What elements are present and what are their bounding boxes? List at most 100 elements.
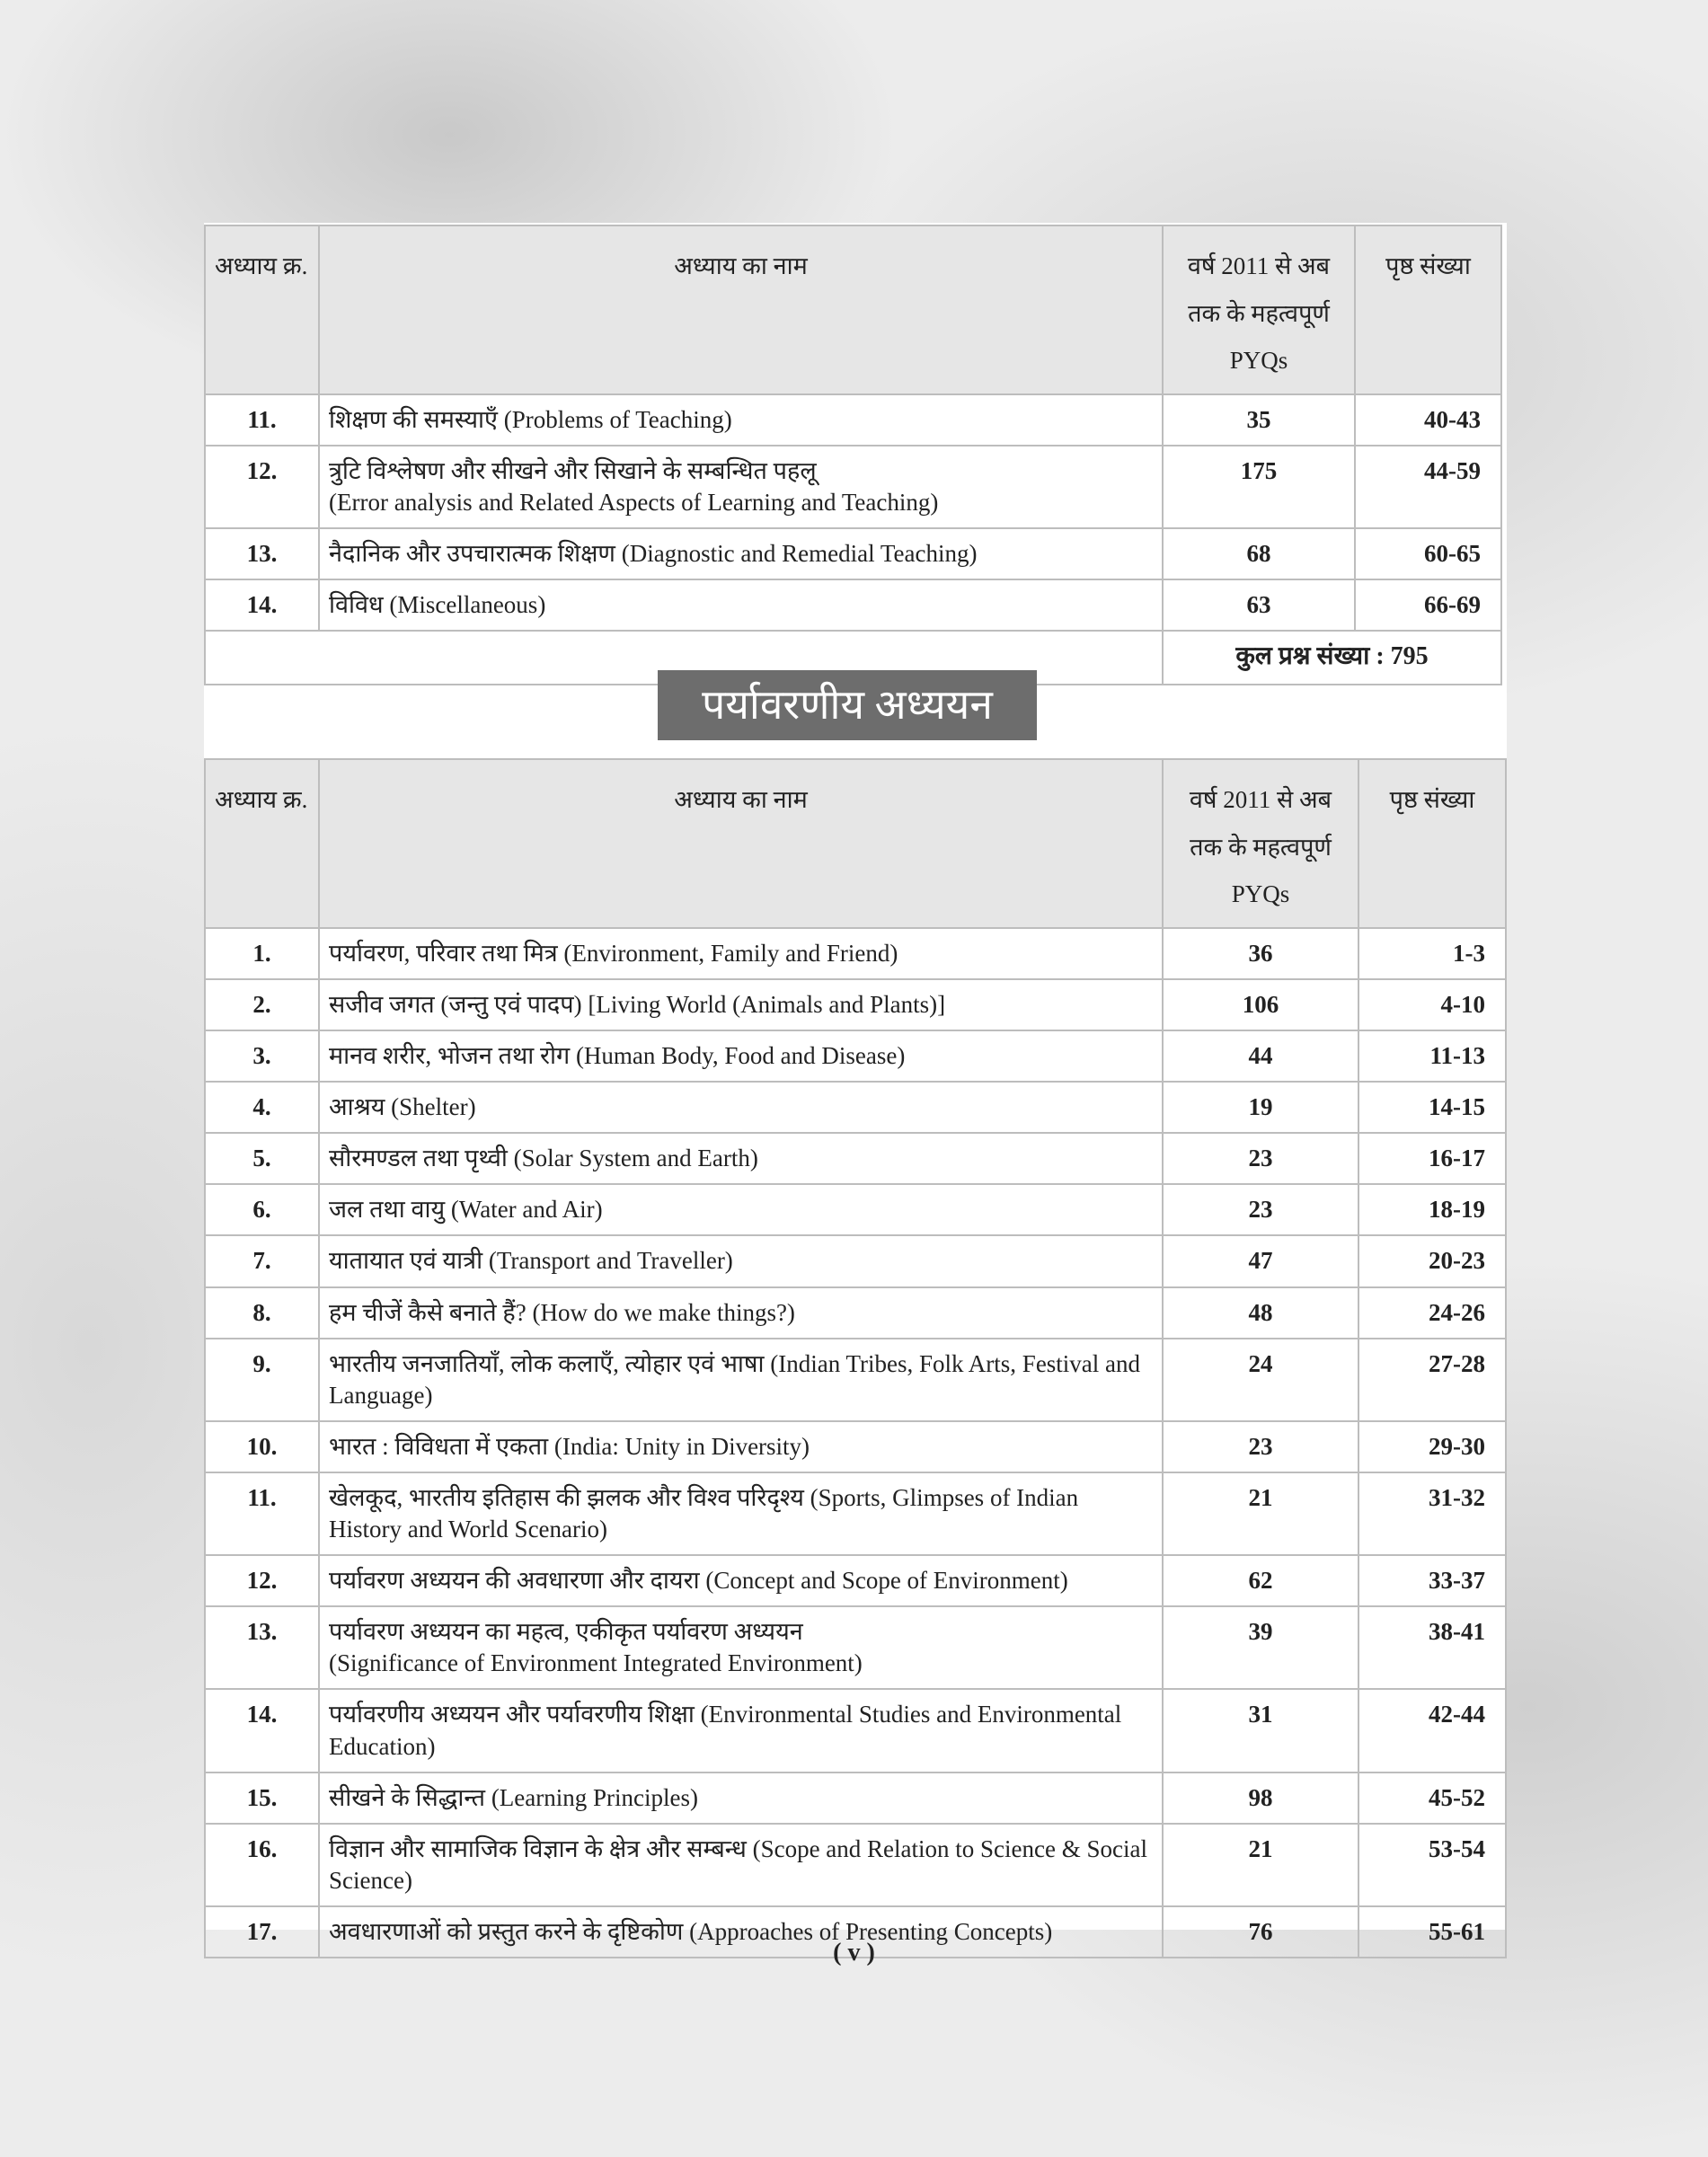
chapter-table-2: अध्याय क्र. अध्याय का नाम वर्ष 2011 से अ… xyxy=(204,758,1507,1958)
pyq-count: 39 xyxy=(1162,1605,1359,1691)
chapter-number: 5. xyxy=(204,1132,320,1186)
pyq-count: 44 xyxy=(1162,1030,1359,1083)
col-name-header: अध्याय का नाम xyxy=(318,225,1164,395)
page-range: 44-59 xyxy=(1354,445,1502,530)
chapter-name-cell: भारतीय जनजातियाँ, लोक कलाएँ, त्योहार एवं… xyxy=(318,1337,1164,1422)
chapter-name-english: (Significance of Environment Integrated … xyxy=(329,1649,863,1677)
chapter-name: शिक्षण की समस्याएँ (Problems of Teaching… xyxy=(329,405,732,433)
chapter-number: 12. xyxy=(204,445,320,530)
page-range: 38-41 xyxy=(1358,1605,1507,1691)
table-row: 13. नैदानिक और उपचारात्मक शिक्षण (Diagnos… xyxy=(204,527,1502,581)
chapter-name: भारत : विविधता में एकता (India: Unity in… xyxy=(329,1432,810,1460)
col-pyq-header: वर्ष 2011 से अब तक के महत्वपूर्ण PYQs xyxy=(1162,758,1359,929)
table-row: 1. पर्यावरण, परिवार तथा मित्र (Environmen… xyxy=(204,926,1507,981)
chapter-table-1: अध्याय क्र. अध्याय का नाम वर्ष 2011 से अ… xyxy=(204,225,1502,686)
table-header: अध्याय क्र. अध्याय का नाम वर्ष 2011 से अ… xyxy=(204,758,1507,929)
chapter-name: मानव शरीर, भोजन तथा रोग (Human Body, Foo… xyxy=(329,1042,906,1070)
chapter-name: सजीव जगत (जन्तु एवं पादप) [Living World … xyxy=(329,991,946,1019)
chapter-name-cell: पर्यावरण अध्ययन का महत्व, एकीकृत पर्यावर… xyxy=(318,1605,1164,1691)
chapter-name-cell: पर्यावरण, परिवार तथा मित्र (Environment,… xyxy=(318,926,1164,981)
chapter-name-cell: आश्रय (Shelter) xyxy=(318,1081,1164,1135)
page-range: 42-44 xyxy=(1358,1688,1507,1773)
chapter-name-cell: सौरमण्डल तथा पृथ्वी (Solar System and Ea… xyxy=(318,1132,1164,1186)
chapter-name: पर्यावरण अध्ययन की अवधारणा और दायरा (Con… xyxy=(329,1567,1068,1595)
chapter-name-cell: नैदानिक और उपचारात्मक शिक्षण (Diagnostic… xyxy=(318,527,1164,581)
chapter-name: सीखने के सिद्धान्त (Learning Principles) xyxy=(329,1783,698,1811)
pyq-count: 48 xyxy=(1162,1286,1359,1339)
chapter-name: नैदानिक और उपचारात्मक शिक्षण (Diagnostic… xyxy=(329,540,978,568)
chapter-number: 11. xyxy=(204,1471,320,1557)
chapter-name: पर्यावरणीय अध्ययन और पर्यावरणीय शिक्षा (… xyxy=(329,1701,1122,1760)
chapter-number: 8. xyxy=(204,1286,320,1339)
pyq-count: 76 xyxy=(1162,1905,1359,1958)
table-row: 12. पर्यावरण अध्ययन की अवधारणा और दायरा (… xyxy=(204,1554,1507,1608)
table-header: अध्याय क्र. अध्याय का नाम वर्ष 2011 से अ… xyxy=(204,225,1502,395)
page-range: 11-13 xyxy=(1358,1030,1507,1083)
pyq-count: 175 xyxy=(1162,445,1356,530)
table-row: 11. खेलकूद, भारतीय इतिहास की झलक और विश्व… xyxy=(204,1471,1507,1557)
table-row: 12. त्रुटि विश्लेषण और सीखने और सिखाने के… xyxy=(204,445,1502,530)
table-row: 14. पर्यावरणीय अध्ययन और पर्यावरणीय शिक्ष… xyxy=(204,1688,1507,1773)
chapter-name-cell: अवधारणाओं को प्रस्तुत करने के दृष्टिकोण … xyxy=(318,1905,1164,1958)
pyq-count: 63 xyxy=(1162,579,1356,632)
page-range: 29-30 xyxy=(1358,1419,1507,1473)
chapter-name-cell: सजीव जगत (जन्तु एवं पादप) [Living World … xyxy=(318,978,1164,1032)
page-range: 18-19 xyxy=(1358,1183,1507,1237)
table-row: 14. विविध (Miscellaneous) 63 66-69 xyxy=(204,579,1502,632)
page-range: 24-26 xyxy=(1358,1286,1507,1339)
page-range: 16-17 xyxy=(1358,1132,1507,1186)
chapter-name: त्रुटि विश्लेषण और सीखने और सिखाने के सम… xyxy=(329,457,817,485)
chapter-name: भारतीय जनजातियाँ, लोक कलाएँ, त्योहार एवं… xyxy=(329,1349,1141,1409)
pyq-count: 31 xyxy=(1162,1688,1359,1773)
chapter-name: अवधारणाओं को प्रस्तुत करने के दृष्टिकोण … xyxy=(329,1917,1053,1945)
chapter-name-cell: पर्यावरण अध्ययन की अवधारणा और दायरा (Con… xyxy=(318,1554,1164,1608)
table-row: 6. जल तथा वायु (Water and Air) 23 18-19 xyxy=(204,1183,1507,1237)
chapter-name: जल तथा वायु (Water and Air) xyxy=(329,1196,603,1224)
chapter-number: 10. xyxy=(204,1419,320,1473)
chapter-name: सौरमण्डल तथा पृथ्वी (Solar System and Ea… xyxy=(329,1145,758,1172)
table-row: 7. यातायात एवं यात्री (Transport and Trav… xyxy=(204,1234,1507,1288)
col-name-header: अध्याय का नाम xyxy=(318,758,1164,929)
page-range: 4-10 xyxy=(1358,978,1507,1032)
table-row: 10. भारत : विविधता में एकता (India: Unity… xyxy=(204,1419,1507,1473)
col-no-header: अध्याय क्र. xyxy=(204,758,320,929)
page-range: 45-52 xyxy=(1358,1771,1507,1825)
chapter-name-cell: त्रुटि विश्लेषण और सीखने और सिखाने के सम… xyxy=(318,445,1164,530)
col-pyq-header: वर्ष 2011 से अब तक के महत्वपूर्ण PYQs xyxy=(1162,225,1356,395)
pyq-count: 23 xyxy=(1162,1132,1359,1186)
chapter-number: 14. xyxy=(204,579,320,632)
table-row: 4. आश्रय (Shelter) 19 14-15 xyxy=(204,1081,1507,1135)
chapter-name-cell: शिक्षण की समस्याएँ (Problems of Teaching… xyxy=(318,393,1164,447)
table-row: 8. हम चीजें कैसे बनाते हैं? (How do we ma… xyxy=(204,1286,1507,1339)
col-no-header: अध्याय क्र. xyxy=(204,225,320,395)
table-row: 17. अवधारणाओं को प्रस्तुत करने के दृष्टिक… xyxy=(204,1905,1507,1958)
pyq-count: 106 xyxy=(1162,978,1359,1032)
page-range: 14-15 xyxy=(1358,1081,1507,1135)
page-range: 27-28 xyxy=(1358,1337,1507,1422)
pyq-count: 98 xyxy=(1162,1771,1359,1825)
chapter-name: यातायात एवं यात्री (Transport and Travel… xyxy=(329,1247,733,1275)
chapter-number: 11. xyxy=(204,393,320,447)
chapter-name-cell: विविध (Miscellaneous) xyxy=(318,579,1164,632)
chapter-name-english: (Error analysis and Related Aspects of L… xyxy=(329,489,939,517)
page-range: 31-32 xyxy=(1358,1471,1507,1557)
chapter-name: विविध (Miscellaneous) xyxy=(329,591,546,619)
chapter-name-cell: यातायात एवं यात्री (Transport and Travel… xyxy=(318,1234,1164,1288)
chapter-number: 1. xyxy=(204,926,320,981)
chapter-number: 13. xyxy=(204,527,320,581)
chapter-name-cell: जल तथा वायु (Water and Air) xyxy=(318,1183,1164,1237)
page-range: 66-69 xyxy=(1354,579,1502,632)
page-range: 20-23 xyxy=(1358,1234,1507,1288)
chapter-number: 17. xyxy=(204,1905,320,1958)
chapter-name-cell: खेलकूद, भारतीय इतिहास की झलक और विश्व पर… xyxy=(318,1471,1164,1557)
chapter-name: खेलकूद, भारतीय इतिहास की झलक और विश्व पर… xyxy=(329,1483,1079,1543)
page-range: 1-3 xyxy=(1358,926,1507,981)
chapter-number: 4. xyxy=(204,1081,320,1135)
table-row: 16. विज्ञान और सामाजिक विज्ञान के क्षेत्र… xyxy=(204,1822,1507,1907)
chapter-name: आश्रय (Shelter) xyxy=(329,1093,476,1121)
pyq-count: 19 xyxy=(1162,1081,1359,1135)
chapter-number: 7. xyxy=(204,1234,320,1288)
section-title: पर्यावरणीय अध्ययन xyxy=(658,670,1037,740)
table-row: 3. मानव शरीर, भोजन तथा रोग (Human Body, F… xyxy=(204,1030,1507,1083)
page-range: 55-61 xyxy=(1358,1905,1507,1958)
